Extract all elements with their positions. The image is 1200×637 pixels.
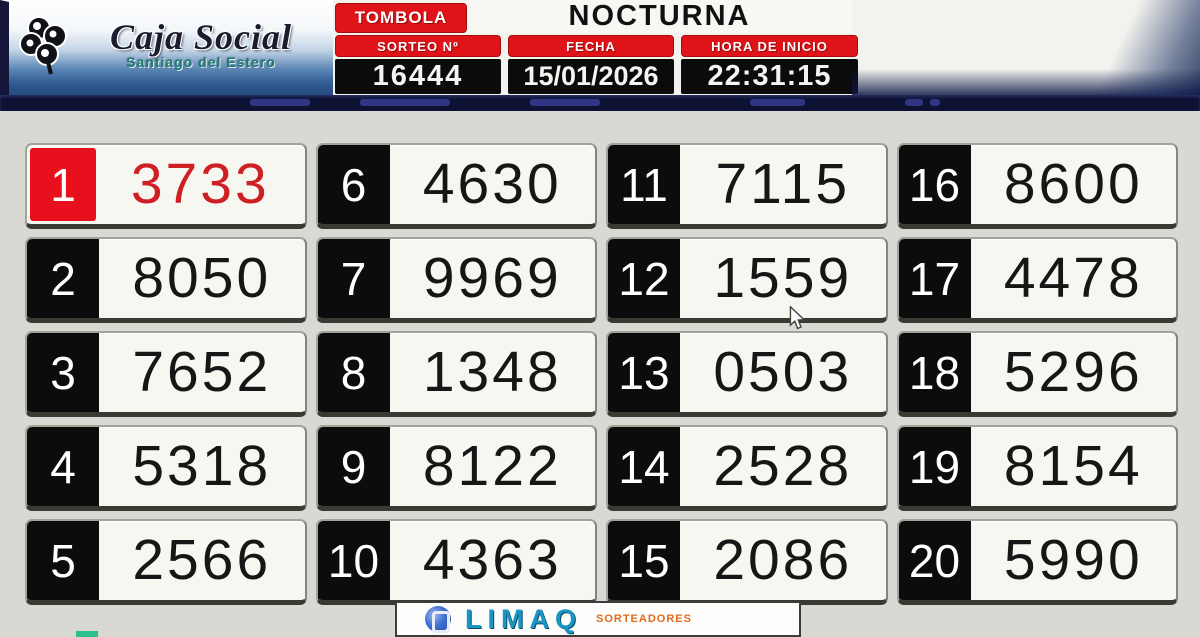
result-number: 4478 <box>1003 246 1143 310</box>
result-number: 3733 <box>130 152 270 216</box>
result-position-badge: 9 <box>317 427 390 506</box>
result-number: 7652 <box>132 340 272 404</box>
result-number: 4363 <box>422 528 562 592</box>
result-number: 2086 <box>713 528 853 592</box>
draw-number-value: 16444 <box>335 59 501 94</box>
result-number: 1559 <box>713 246 853 310</box>
result-cell: 14 2528 <box>606 425 888 511</box>
result-number: 8600 <box>1003 152 1143 216</box>
edition-label: NOCTURNA <box>467 0 852 33</box>
header-right-gradient <box>852 0 1200 95</box>
result-position-badge: 6 <box>317 145 390 224</box>
result-cell: 2 8050 <box>25 237 307 323</box>
result-cell: 18 5296 <box>896 331 1178 417</box>
result-number: 2566 <box>132 528 272 592</box>
result-cell: 11 7115 <box>606 143 888 229</box>
result-number: 0503 <box>713 340 853 404</box>
result-position-badge: 16 <box>898 145 971 224</box>
result-cell: 7 9969 <box>315 237 597 323</box>
result-cell: 4 5318 <box>25 425 307 511</box>
result-position-badge: 2 <box>27 239 99 318</box>
result-cell: 17 4478 <box>896 237 1178 323</box>
result-cell: 1 3733 <box>25 143 307 229</box>
result-position-badge: 18 <box>898 333 971 412</box>
result-position-badge: 19 <box>898 427 971 506</box>
date-value: 15/01/2026 <box>508 59 674 94</box>
result-position-badge: 17 <box>898 239 971 318</box>
result-cell: 6 4630 <box>315 143 597 229</box>
result-number: 8154 <box>1003 434 1143 498</box>
results-grid: 1 3733 2 8050 3 7652 4 5318 5 2566 6 463… <box>25 143 1178 605</box>
result-cell: 8 1348 <box>315 331 597 417</box>
brand-panel: Caja Social Santiago del Estero <box>0 0 333 95</box>
result-cell: 3 7652 <box>25 331 307 417</box>
screen-artifact-green <box>76 631 98 637</box>
result-number: 9969 <box>422 246 562 310</box>
result-position-badge: 7 <box>317 239 390 318</box>
header: Caja Social Santiago del Estero TOMBOLA … <box>0 0 1200 95</box>
result-number: 5296 <box>1003 340 1143 404</box>
result-number: 8050 <box>132 246 272 310</box>
result-cell: 20 5990 <box>896 519 1178 605</box>
limaq-logo-icon <box>425 606 451 633</box>
result-cell: 10 4363 <box>315 519 597 605</box>
result-position-badge: 8 <box>317 333 390 412</box>
result-number: 2528 <box>713 434 853 498</box>
result-cell: 15 2086 <box>606 519 888 605</box>
caja-social-logo-icon <box>17 14 73 81</box>
result-cell: 19 8154 <box>896 425 1178 511</box>
result-number: 7115 <box>715 152 851 216</box>
result-cell: 13 0503 <box>606 331 888 417</box>
date-label: FECHA <box>508 35 674 57</box>
brand-subtitle: Santiago del Estero <box>126 54 276 70</box>
footer-branding: LIMAQ SORTEADORES <box>395 601 801 637</box>
result-cell: 16 8600 <box>896 143 1178 229</box>
result-cell: 5 2566 <box>25 519 307 605</box>
result-number: 5318 <box>132 434 272 498</box>
result-position-badge: 5 <box>27 521 99 600</box>
result-position-badge: 20 <box>898 521 971 600</box>
result-position-badge: 12 <box>608 239 680 318</box>
result-position-badge: 15 <box>608 521 680 600</box>
start-time-value: 22:31:15 <box>681 59 858 94</box>
header-bottom-strip <box>0 95 1200 111</box>
result-position-badge: 4 <box>27 427 99 506</box>
result-cell: 9 8122 <box>315 425 597 511</box>
mouse-cursor <box>789 305 806 335</box>
result-number: 5990 <box>1003 528 1143 592</box>
brand-name: Caja Social <box>109 17 293 57</box>
draw-number-label: SORTEO Nº <box>335 35 501 57</box>
limaq-tagline: SORTEADORES <box>596 613 692 625</box>
start-time-label: HORA DE INICIO <box>681 35 858 57</box>
result-position-badge: 14 <box>608 427 680 506</box>
result-number: 4630 <box>422 152 562 216</box>
result-position-badge: 3 <box>27 333 99 412</box>
result-position-badge: 10 <box>317 521 390 600</box>
limaq-brand: LIMAQ <box>465 603 582 634</box>
result-position-badge: 11 <box>608 145 680 224</box>
result-position-badge: 13 <box>608 333 680 412</box>
result-position-badge: 1 <box>30 148 96 221</box>
game-label: TOMBOLA <box>335 3 467 33</box>
result-number: 1348 <box>422 340 562 404</box>
result-number: 8122 <box>422 434 562 498</box>
result-cell: 12 1559 <box>606 237 888 323</box>
